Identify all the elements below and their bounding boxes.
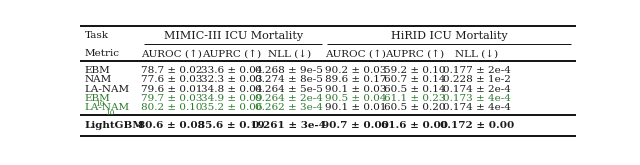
- Text: 90.2 ± 0.03: 90.2 ± 0.03: [324, 66, 386, 75]
- Text: 90.1 ± 0.01: 90.1 ± 0.01: [324, 103, 386, 112]
- Text: 80.2 ± 0.10: 80.2 ± 0.10: [141, 103, 202, 112]
- Text: EBM: EBM: [85, 66, 111, 75]
- Text: 0.261 ± 3e-4: 0.261 ± 3e-4: [252, 121, 326, 130]
- Text: Metric: Metric: [85, 49, 120, 58]
- Text: 0.264 ± 2e-4: 0.264 ± 2e-4: [255, 94, 323, 103]
- Text: 0.174 ± 4e-4: 0.174 ± 4e-4: [443, 103, 511, 112]
- Text: 0.173 ± 4e-4: 0.173 ± 4e-4: [443, 94, 511, 103]
- Text: LightGBM: LightGBM: [85, 121, 145, 130]
- Text: NLL (↓): NLL (↓): [455, 49, 499, 58]
- Text: MIMIC-III ICU Mortality: MIMIC-III ICU Mortality: [164, 31, 303, 41]
- Text: 0.177 ± 2e-4: 0.177 ± 2e-4: [443, 66, 511, 75]
- Text: AUROC (↑): AUROC (↑): [325, 49, 386, 58]
- Text: 33.6 ± 0.04: 33.6 ± 0.04: [200, 66, 262, 75]
- Text: Task: Task: [85, 32, 109, 40]
- Text: 79.6 ± 0.01: 79.6 ± 0.01: [141, 85, 202, 94]
- Text: 34.8 ± 0.04: 34.8 ± 0.04: [200, 85, 262, 94]
- Text: 0.274 ± 8e-5: 0.274 ± 8e-5: [255, 75, 323, 84]
- Text: 59.2 ± 0.10: 59.2 ± 0.10: [384, 66, 445, 75]
- Text: 79.7 ± 0.03: 79.7 ± 0.03: [141, 94, 202, 103]
- Text: 0.228 ± 1e-2: 0.228 ± 1e-2: [443, 75, 511, 84]
- Text: 0.172 ± 0.00: 0.172 ± 0.00: [440, 121, 514, 130]
- Text: 32.3 ± 0.03: 32.3 ± 0.03: [200, 75, 262, 84]
- Text: 61.6 ± 0.00: 61.6 ± 0.00: [381, 121, 448, 130]
- Text: 35.6 ± 0.19: 35.6 ± 0.19: [198, 121, 264, 130]
- Text: 80.6 ± 0.08: 80.6 ± 0.08: [138, 121, 205, 130]
- Text: 35.2 ± 0.06: 35.2 ± 0.06: [200, 103, 262, 112]
- Text: EBM: EBM: [85, 94, 111, 103]
- Text: 10: 10: [105, 109, 115, 117]
- Text: 34.9 ± 0.09: 34.9 ± 0.09: [200, 94, 262, 103]
- Text: 60.7 ± 0.14: 60.7 ± 0.14: [384, 75, 445, 84]
- Text: LA-NAM: LA-NAM: [85, 103, 130, 112]
- Text: 61.1 ± 0.23: 61.1 ± 0.23: [384, 94, 445, 103]
- Text: 0.174 ± 2e-4: 0.174 ± 2e-4: [443, 85, 511, 94]
- Text: 89.6 ± 0.17: 89.6 ± 0.17: [324, 75, 386, 84]
- Text: AUPRC (↑): AUPRC (↑): [385, 49, 444, 58]
- Text: LA-NAM: LA-NAM: [85, 85, 130, 94]
- Text: 0.262 ± 3e-4: 0.262 ± 3e-4: [255, 103, 323, 112]
- Text: 10: 10: [95, 100, 104, 108]
- Text: NLL (↓): NLL (↓): [268, 49, 311, 58]
- Text: 0.264 ± 5e-5: 0.264 ± 5e-5: [255, 85, 323, 94]
- Text: AUROC (↑): AUROC (↑): [141, 49, 202, 58]
- Text: 90.7 ± 0.00: 90.7 ± 0.00: [322, 121, 388, 130]
- Text: NAM: NAM: [85, 75, 112, 84]
- Text: 60.5 ± 0.14: 60.5 ± 0.14: [384, 85, 445, 94]
- Text: 77.6 ± 0.03: 77.6 ± 0.03: [141, 75, 202, 84]
- Text: 90.1 ± 0.03: 90.1 ± 0.03: [324, 85, 386, 94]
- Text: 90.5 ± 0.04: 90.5 ± 0.04: [324, 94, 386, 103]
- Text: 78.7 ± 0.02: 78.7 ± 0.02: [141, 66, 202, 75]
- Text: 60.5 ± 0.20: 60.5 ± 0.20: [384, 103, 445, 112]
- Text: AUPRC (↑): AUPRC (↑): [202, 49, 261, 58]
- Text: 0.268 ± 9e-5: 0.268 ± 9e-5: [255, 66, 323, 75]
- Text: HiRID ICU Mortality: HiRID ICU Mortality: [390, 31, 508, 41]
